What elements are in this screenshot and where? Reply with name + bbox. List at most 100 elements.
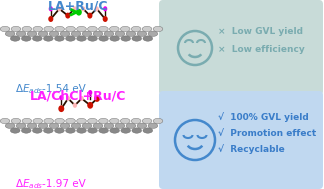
Ellipse shape	[38, 31, 48, 36]
Ellipse shape	[110, 26, 119, 32]
Ellipse shape	[121, 26, 130, 32]
Ellipse shape	[11, 26, 21, 32]
Ellipse shape	[93, 31, 103, 36]
Ellipse shape	[54, 36, 64, 41]
Text: -1.54 eV: -1.54 eV	[42, 84, 86, 94]
Ellipse shape	[99, 36, 109, 41]
Ellipse shape	[94, 95, 100, 102]
Ellipse shape	[77, 118, 86, 124]
Ellipse shape	[143, 128, 153, 133]
Ellipse shape	[126, 123, 136, 129]
Ellipse shape	[87, 118, 97, 124]
Ellipse shape	[0, 118, 10, 124]
Ellipse shape	[131, 118, 141, 124]
Ellipse shape	[73, 103, 77, 108]
Ellipse shape	[87, 26, 97, 32]
Ellipse shape	[38, 123, 48, 129]
Ellipse shape	[33, 118, 43, 124]
Ellipse shape	[87, 102, 93, 109]
Text: -1.97 eV: -1.97 eV	[42, 179, 86, 189]
Ellipse shape	[115, 123, 125, 129]
Ellipse shape	[110, 118, 119, 124]
Ellipse shape	[10, 128, 20, 133]
Ellipse shape	[82, 123, 92, 129]
Ellipse shape	[16, 123, 26, 129]
Text: LA/ChCl+Ru/C: LA/ChCl+Ru/C	[30, 90, 126, 102]
Ellipse shape	[33, 26, 43, 32]
Ellipse shape	[32, 128, 42, 133]
Ellipse shape	[110, 128, 120, 133]
Ellipse shape	[60, 31, 70, 36]
FancyBboxPatch shape	[159, 0, 323, 95]
Ellipse shape	[148, 31, 158, 36]
Ellipse shape	[87, 13, 92, 19]
Ellipse shape	[10, 36, 20, 41]
Ellipse shape	[55, 26, 64, 32]
Ellipse shape	[110, 36, 120, 41]
Ellipse shape	[98, 26, 108, 32]
Text: √  Recyclable: √ Recyclable	[218, 144, 285, 154]
Ellipse shape	[44, 26, 53, 32]
Text: ×  Low GVL yield: × Low GVL yield	[218, 26, 303, 36]
Ellipse shape	[88, 36, 98, 41]
Ellipse shape	[43, 36, 53, 41]
Ellipse shape	[137, 31, 147, 36]
Ellipse shape	[32, 36, 42, 41]
Ellipse shape	[80, 96, 84, 101]
Ellipse shape	[48, 16, 53, 22]
Text: LA+Ru/C: LA+Ru/C	[48, 0, 108, 12]
Ellipse shape	[44, 118, 53, 124]
Ellipse shape	[49, 6, 53, 11]
Ellipse shape	[104, 31, 114, 36]
Text: √  100% GVL yield: √ 100% GVL yield	[218, 112, 309, 122]
Text: $\Delta E_{ads}$: $\Delta E_{ads}$	[15, 177, 43, 189]
Ellipse shape	[81, 6, 85, 11]
Ellipse shape	[93, 123, 103, 129]
Ellipse shape	[55, 118, 64, 124]
Ellipse shape	[121, 118, 130, 124]
Ellipse shape	[21, 36, 31, 41]
Ellipse shape	[98, 118, 108, 124]
Ellipse shape	[153, 26, 163, 32]
Ellipse shape	[103, 6, 107, 11]
Ellipse shape	[77, 26, 86, 32]
Ellipse shape	[121, 36, 131, 41]
Ellipse shape	[66, 118, 75, 124]
Ellipse shape	[66, 26, 75, 32]
Text: ×  Low efficiency: × Low efficiency	[218, 46, 305, 54]
Ellipse shape	[95, 6, 99, 11]
Ellipse shape	[103, 16, 108, 22]
Ellipse shape	[71, 123, 81, 129]
Ellipse shape	[65, 36, 75, 41]
Ellipse shape	[153, 118, 163, 124]
Ellipse shape	[60, 123, 70, 129]
Ellipse shape	[21, 128, 31, 133]
Ellipse shape	[43, 128, 53, 133]
Ellipse shape	[137, 123, 147, 129]
Ellipse shape	[143, 36, 153, 41]
Ellipse shape	[49, 123, 59, 129]
Ellipse shape	[142, 118, 152, 124]
Ellipse shape	[77, 36, 86, 41]
Ellipse shape	[99, 128, 109, 133]
Ellipse shape	[58, 105, 64, 112]
Ellipse shape	[82, 31, 92, 36]
Ellipse shape	[65, 13, 70, 19]
Ellipse shape	[27, 123, 37, 129]
Ellipse shape	[22, 118, 32, 124]
Ellipse shape	[148, 123, 158, 129]
Ellipse shape	[104, 123, 114, 129]
Ellipse shape	[132, 128, 142, 133]
Ellipse shape	[57, 6, 62, 11]
Text: √  Promotion effect: √ Promotion effect	[218, 129, 316, 138]
Ellipse shape	[77, 128, 86, 133]
Ellipse shape	[121, 128, 131, 133]
Ellipse shape	[65, 128, 75, 133]
Ellipse shape	[126, 31, 136, 36]
FancyBboxPatch shape	[159, 91, 323, 189]
Ellipse shape	[22, 26, 32, 32]
Ellipse shape	[49, 31, 59, 36]
Ellipse shape	[76, 9, 82, 16]
Ellipse shape	[27, 31, 37, 36]
Ellipse shape	[73, 6, 77, 11]
